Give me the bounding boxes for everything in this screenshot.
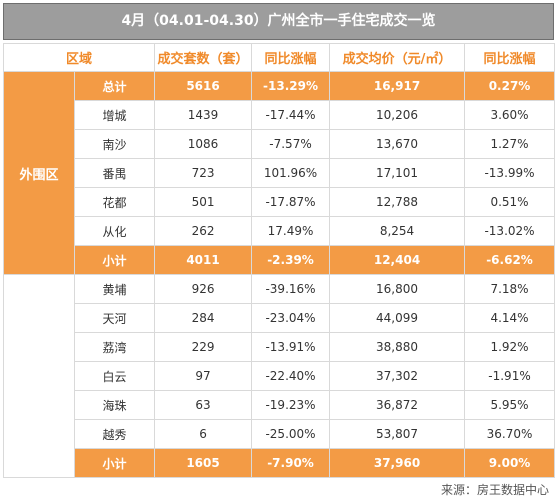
row-name: 黄埔 (73, 274, 156, 304)
row-units: 1439 (154, 100, 253, 130)
row-units-yoy: -39.16% (251, 274, 331, 304)
row-name: 增城 (73, 100, 156, 130)
header-units-yoy: 同比涨幅 (251, 43, 331, 72)
row-units: 262 (154, 216, 253, 246)
row-price-yoy: 36.70% (464, 419, 556, 449)
table-title: 4月（04.01-04.30）广州全市一手住宅成交一览 (3, 3, 554, 40)
row-price-yoy: 1.92% (464, 332, 556, 362)
table-row: 荔湾 229 -13.91% 38,880 1.92% (4, 332, 556, 362)
row-price: 37,960 (329, 448, 466, 478)
row-price: 53,807 (329, 419, 466, 449)
row-price-yoy: 7.18% (464, 274, 556, 304)
region-outer-label: 外围区 (3, 71, 75, 275)
row-name: 小计 (73, 448, 156, 478)
row-price-yoy: 3.60% (464, 100, 556, 130)
header-region: 区域 (2, 43, 156, 72)
row-name: 总计 (73, 71, 156, 101)
row-price: 36,872 (329, 390, 466, 420)
header-row: 区域 成交套数（套） 同比涨幅 成交均价（元/㎡） 同比涨幅 (2, 43, 556, 72)
row-units-yoy: 101.96% (251, 158, 331, 188)
row-name: 小计 (73, 245, 156, 275)
table-row: 越秀 6 -25.00% 53,807 36.70% (4, 419, 556, 449)
row-price-yoy: -13.02% (464, 216, 556, 246)
row-price: 10,206 (329, 100, 466, 130)
source-note: 来源：房王数据中心 (440, 483, 549, 497)
table-row: 番禺 723 101.96% 17,101 -13.99% (4, 158, 556, 188)
row-price: 12,404 (329, 245, 466, 275)
table-row: 黄埔 926 -39.16% 16,800 7.18% (3, 274, 556, 478)
row-price-yoy: 9.00% (464, 448, 556, 478)
row-price-yoy: 1.27% (464, 129, 556, 159)
row-price-yoy: -13.99% (464, 158, 556, 188)
row-price: 38,880 (329, 332, 466, 362)
subtotal-row: 小计 4011 -2.39% 12,404 -6.62% (4, 245, 556, 275)
row-units-yoy: -19.23% (251, 390, 331, 420)
row-units-yoy: -13.91% (251, 332, 331, 362)
row-price-yoy: 4.14% (464, 303, 556, 333)
row-units-yoy: -7.90% (251, 448, 331, 478)
row-units-yoy: -17.44% (251, 100, 331, 130)
header-price: 成交均价（元/㎡） (329, 43, 466, 72)
row-price-yoy: 0.51% (464, 187, 556, 217)
row-units: 6 (154, 419, 253, 449)
row-units: 926 (154, 274, 253, 304)
row-units-yoy: -13.29% (251, 71, 331, 101)
table-row: 天河 284 -23.04% 44,099 4.14% (4, 303, 556, 333)
row-units: 4011 (154, 245, 253, 275)
row-units: 5616 (154, 71, 253, 101)
row-price-yoy: 0.27% (464, 71, 556, 101)
row-price: 44,099 (329, 303, 466, 333)
row-units-yoy: -23.04% (251, 303, 331, 333)
row-price: 13,670 (329, 129, 466, 159)
table-row: 花都 501 -17.87% 12,788 0.51% (4, 187, 556, 217)
table-row: 南沙 1086 -7.57% 13,670 1.27% (4, 129, 556, 159)
row-price: 16,917 (329, 71, 466, 101)
row-name: 从化 (73, 216, 156, 246)
row-name: 番禺 (73, 158, 156, 188)
row-name: 白云 (73, 361, 156, 391)
row-units: 723 (154, 158, 253, 188)
row-units-yoy: -22.40% (251, 361, 331, 391)
region-inner-label (3, 274, 75, 478)
row-price: 16,800 (329, 274, 466, 304)
subtotal-row: 小计 1605 -7.90% 37,960 9.00% (4, 448, 556, 478)
row-price-yoy: -6.62% (464, 245, 556, 275)
row-name: 南沙 (73, 129, 156, 159)
row-name: 海珠 (73, 390, 156, 420)
row-units: 97 (154, 361, 253, 391)
row-units-yoy: -2.39% (251, 245, 331, 275)
row-units: 501 (154, 187, 253, 217)
row-units: 1605 (154, 448, 253, 478)
table-row: 增城 1439 -17.44% 10,206 3.60% (4, 100, 556, 130)
row-units-yoy: -25.00% (251, 419, 331, 449)
row-price: 37,302 (329, 361, 466, 391)
row-units: 1086 (154, 129, 253, 159)
row-units-yoy: -17.87% (251, 187, 331, 217)
row-price: 17,101 (329, 158, 466, 188)
row-units: 284 (154, 303, 253, 333)
table-row: 白云 97 -22.40% 37,302 -1.91% (4, 361, 556, 391)
header-units: 成交套数（套） (154, 43, 253, 72)
row-price: 8,254 (329, 216, 466, 246)
row-price-yoy: -1.91% (464, 361, 556, 391)
row-units: 63 (154, 390, 253, 420)
row-name: 越秀 (73, 419, 156, 449)
row-units-yoy: 17.49% (251, 216, 331, 246)
header-price-yoy: 同比涨幅 (464, 43, 556, 72)
row-units: 229 (154, 332, 253, 362)
table-row: 海珠 63 -19.23% 36,872 5.95% (4, 390, 556, 420)
row-price: 12,788 (329, 187, 466, 217)
row-price-yoy: 5.95% (464, 390, 556, 420)
table-row: 从化 262 17.49% 8,254 -13.02% (4, 216, 556, 246)
row-name: 天河 (73, 303, 156, 333)
row-name: 花都 (73, 187, 156, 217)
sales-table: 区域 成交套数（套） 同比涨幅 成交均价（元/㎡） 同比涨幅 外围区 总计 56… (2, 43, 556, 478)
row-units-yoy: -7.57% (251, 129, 331, 159)
row-name: 荔湾 (73, 332, 156, 362)
total-row: 外围区 总计 5616 -13.29% 16,917 0.27% (3, 71, 556, 275)
